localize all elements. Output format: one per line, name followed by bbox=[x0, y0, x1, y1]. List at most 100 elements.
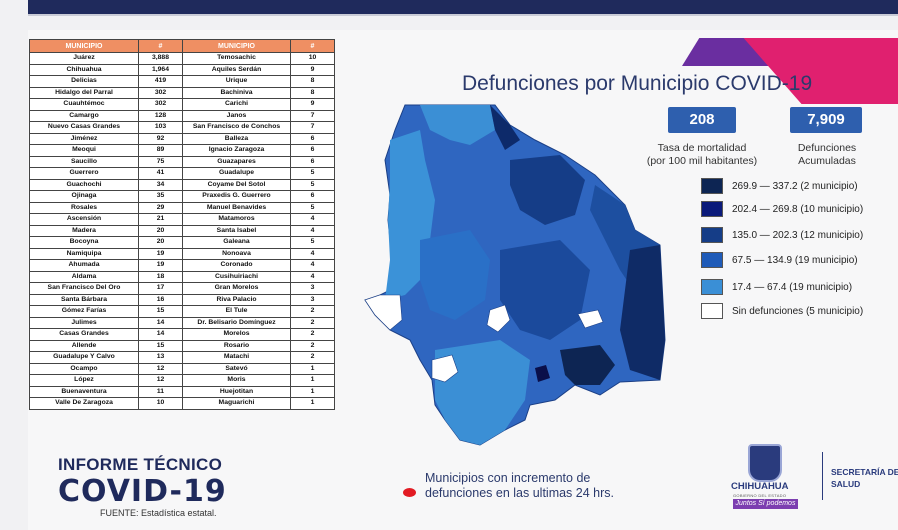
death-count: 2 bbox=[290, 328, 335, 341]
deaths-label: Defunciones Acumuladas bbox=[782, 142, 872, 168]
chihuahua-choropleth-map bbox=[364, 104, 666, 446]
death-count: 3,888 bbox=[138, 52, 183, 65]
page-title: Defunciones por Municipio COVID-19 bbox=[462, 72, 813, 95]
red-dot-icon bbox=[403, 488, 416, 497]
column-header: # bbox=[138, 39, 183, 53]
municipality-name: Moris bbox=[182, 374, 291, 387]
region-southeast-dark bbox=[620, 245, 665, 380]
municipality-name: Gran Morelos bbox=[182, 282, 291, 295]
municipality-name: Namiquipa bbox=[29, 247, 139, 260]
death-count: 5 bbox=[290, 167, 335, 180]
source-note: FUENTE: Estadística estatal. bbox=[100, 508, 217, 518]
municipality-name: Carichi bbox=[182, 98, 291, 111]
legend-item: 67.5 — 134.9 (19 municipio) bbox=[701, 251, 858, 269]
column-header: MUNICIPIO bbox=[182, 39, 291, 53]
municipality-name: Cusihuiriachi bbox=[182, 270, 291, 283]
municipality-name: Bachiniva bbox=[182, 86, 291, 99]
department-line2: SALUD bbox=[831, 479, 861, 489]
death-count: 89 bbox=[138, 144, 183, 157]
legend-swatch bbox=[701, 178, 723, 194]
municipality-name: Urique bbox=[182, 75, 291, 88]
death-count: 2 bbox=[290, 339, 335, 352]
death-count: 19 bbox=[138, 247, 183, 260]
municipality-name: Rosales bbox=[29, 201, 139, 214]
municipality-name: Coronado bbox=[182, 259, 291, 272]
municipality-name: Aldama bbox=[29, 270, 139, 283]
death-count: 6 bbox=[290, 155, 335, 168]
region-north bbox=[420, 105, 495, 145]
municipality-name: Ahumada bbox=[29, 259, 139, 272]
municipality-name: Julimes bbox=[29, 316, 139, 329]
death-count: 6 bbox=[290, 144, 335, 157]
municipality-name: Praxedis G. Guerrero bbox=[182, 190, 291, 203]
death-count: 75 bbox=[138, 155, 183, 168]
municipality-name: Satevó bbox=[182, 362, 291, 375]
death-count: 5 bbox=[290, 201, 335, 214]
death-count: 2 bbox=[290, 316, 335, 329]
table-row: Meoqui 89 Ignacio Zaragoza 6 bbox=[29, 144, 335, 157]
municipality-table: MUNICIPIO # MUNICIPIO # Juárez 3,888 Temos… bbox=[29, 39, 335, 410]
mortality-rate-label-line2: (por 100 mil habitantes) bbox=[646, 155, 758, 167]
municipality-name: Matamoros bbox=[182, 213, 291, 226]
deaths-label-line2: Acumuladas bbox=[798, 155, 856, 167]
death-count: 20 bbox=[138, 236, 183, 249]
deaths-value: 7,909 bbox=[790, 107, 862, 133]
municipality-name: Allende bbox=[29, 339, 139, 352]
death-count: 14 bbox=[138, 328, 183, 341]
municipality-name: Hidalgo del Parral bbox=[29, 86, 139, 99]
table-row: Ojinaga 35 Praxedis G. Guerrero 6 bbox=[29, 190, 335, 203]
region-no-deaths-2 bbox=[486, 304, 511, 333]
table-row: Nuevo Casas Grandes 103 San Francisco de C… bbox=[29, 121, 335, 134]
death-count: 8 bbox=[290, 86, 335, 99]
table-row: Madera 20 Santa Isabel 4 bbox=[29, 224, 335, 237]
municipality-name: Santa Isabel bbox=[182, 224, 291, 237]
mortality-rate-value: 208 bbox=[668, 107, 736, 133]
municipality-name: Huejotitan bbox=[182, 385, 291, 398]
table-header-row: MUNICIPIO # MUNICIPIO # bbox=[29, 39, 335, 53]
table-row: Aldama 18 Cusihuiriachi 4 bbox=[29, 270, 335, 283]
death-count: 1,964 bbox=[138, 63, 183, 76]
death-count: 1 bbox=[290, 374, 335, 387]
municipality-name: Bocoyna bbox=[29, 236, 139, 249]
table-row: San Francisco Del Oro 17 Gran Morelos 3 bbox=[29, 282, 335, 295]
municipality-name: Chihuahua bbox=[29, 63, 139, 76]
region-north-dark bbox=[490, 105, 520, 150]
legend-swatch bbox=[701, 303, 723, 319]
death-count: 1 bbox=[290, 385, 335, 398]
table-row: Rosales 29 Manuel Benavides 5 bbox=[29, 201, 335, 214]
table-row: Allende 15 Rosario 2 bbox=[29, 339, 335, 352]
municipality-name: Temosachic bbox=[182, 52, 291, 65]
table-row: Gómez Farías 15 El Tule 2 bbox=[29, 305, 335, 318]
death-count: 12 bbox=[138, 362, 183, 375]
death-count: 16 bbox=[138, 293, 183, 306]
department-line1: SECRETARÍA DE bbox=[831, 467, 898, 477]
death-count: 6 bbox=[290, 132, 335, 145]
legend-swatch bbox=[701, 201, 723, 217]
death-count: 7 bbox=[290, 109, 335, 122]
municipality-name: Gómez Farías bbox=[29, 305, 139, 318]
table-row: Guachochi 34 Coyame Del Sotol 5 bbox=[29, 178, 335, 191]
municipality-name: Ojinaga bbox=[29, 190, 139, 203]
increase-note-line2: defunciones en las ultimas 24 hrs. bbox=[425, 486, 614, 500]
legend-item: 202.4 — 269.8 (10 municipio) bbox=[701, 200, 863, 218]
death-count: 41 bbox=[138, 167, 183, 180]
death-count: 14 bbox=[138, 316, 183, 329]
municipality-name: Riva Palacio bbox=[182, 293, 291, 306]
municipality-name: Santa Bárbara bbox=[29, 293, 139, 306]
municipality-name: Meoqui bbox=[29, 144, 139, 157]
legend-item: 269.9 — 337.2 (2 municipio) bbox=[701, 177, 858, 195]
municipality-name: Madera bbox=[29, 224, 139, 237]
death-count: 2 bbox=[290, 305, 335, 318]
table-row: Jiménez 92 Balleza 6 bbox=[29, 132, 335, 145]
death-count: 34 bbox=[138, 178, 183, 191]
table-row: Namiquipa 19 Nonoava 4 bbox=[29, 247, 335, 260]
death-count: 4 bbox=[290, 247, 335, 260]
death-count: 10 bbox=[138, 397, 183, 410]
department-name: SECRETARÍA DE SALUD bbox=[831, 466, 898, 490]
death-count: 1 bbox=[290, 397, 335, 410]
death-count: 11 bbox=[138, 385, 183, 398]
municipality-name: Juárez bbox=[29, 52, 139, 65]
mortality-rate-label-line1: Tasa de mortalidad bbox=[657, 142, 747, 154]
death-count: 15 bbox=[138, 339, 183, 352]
increase-note: Municipios con incremento de defunciones… bbox=[425, 471, 614, 501]
